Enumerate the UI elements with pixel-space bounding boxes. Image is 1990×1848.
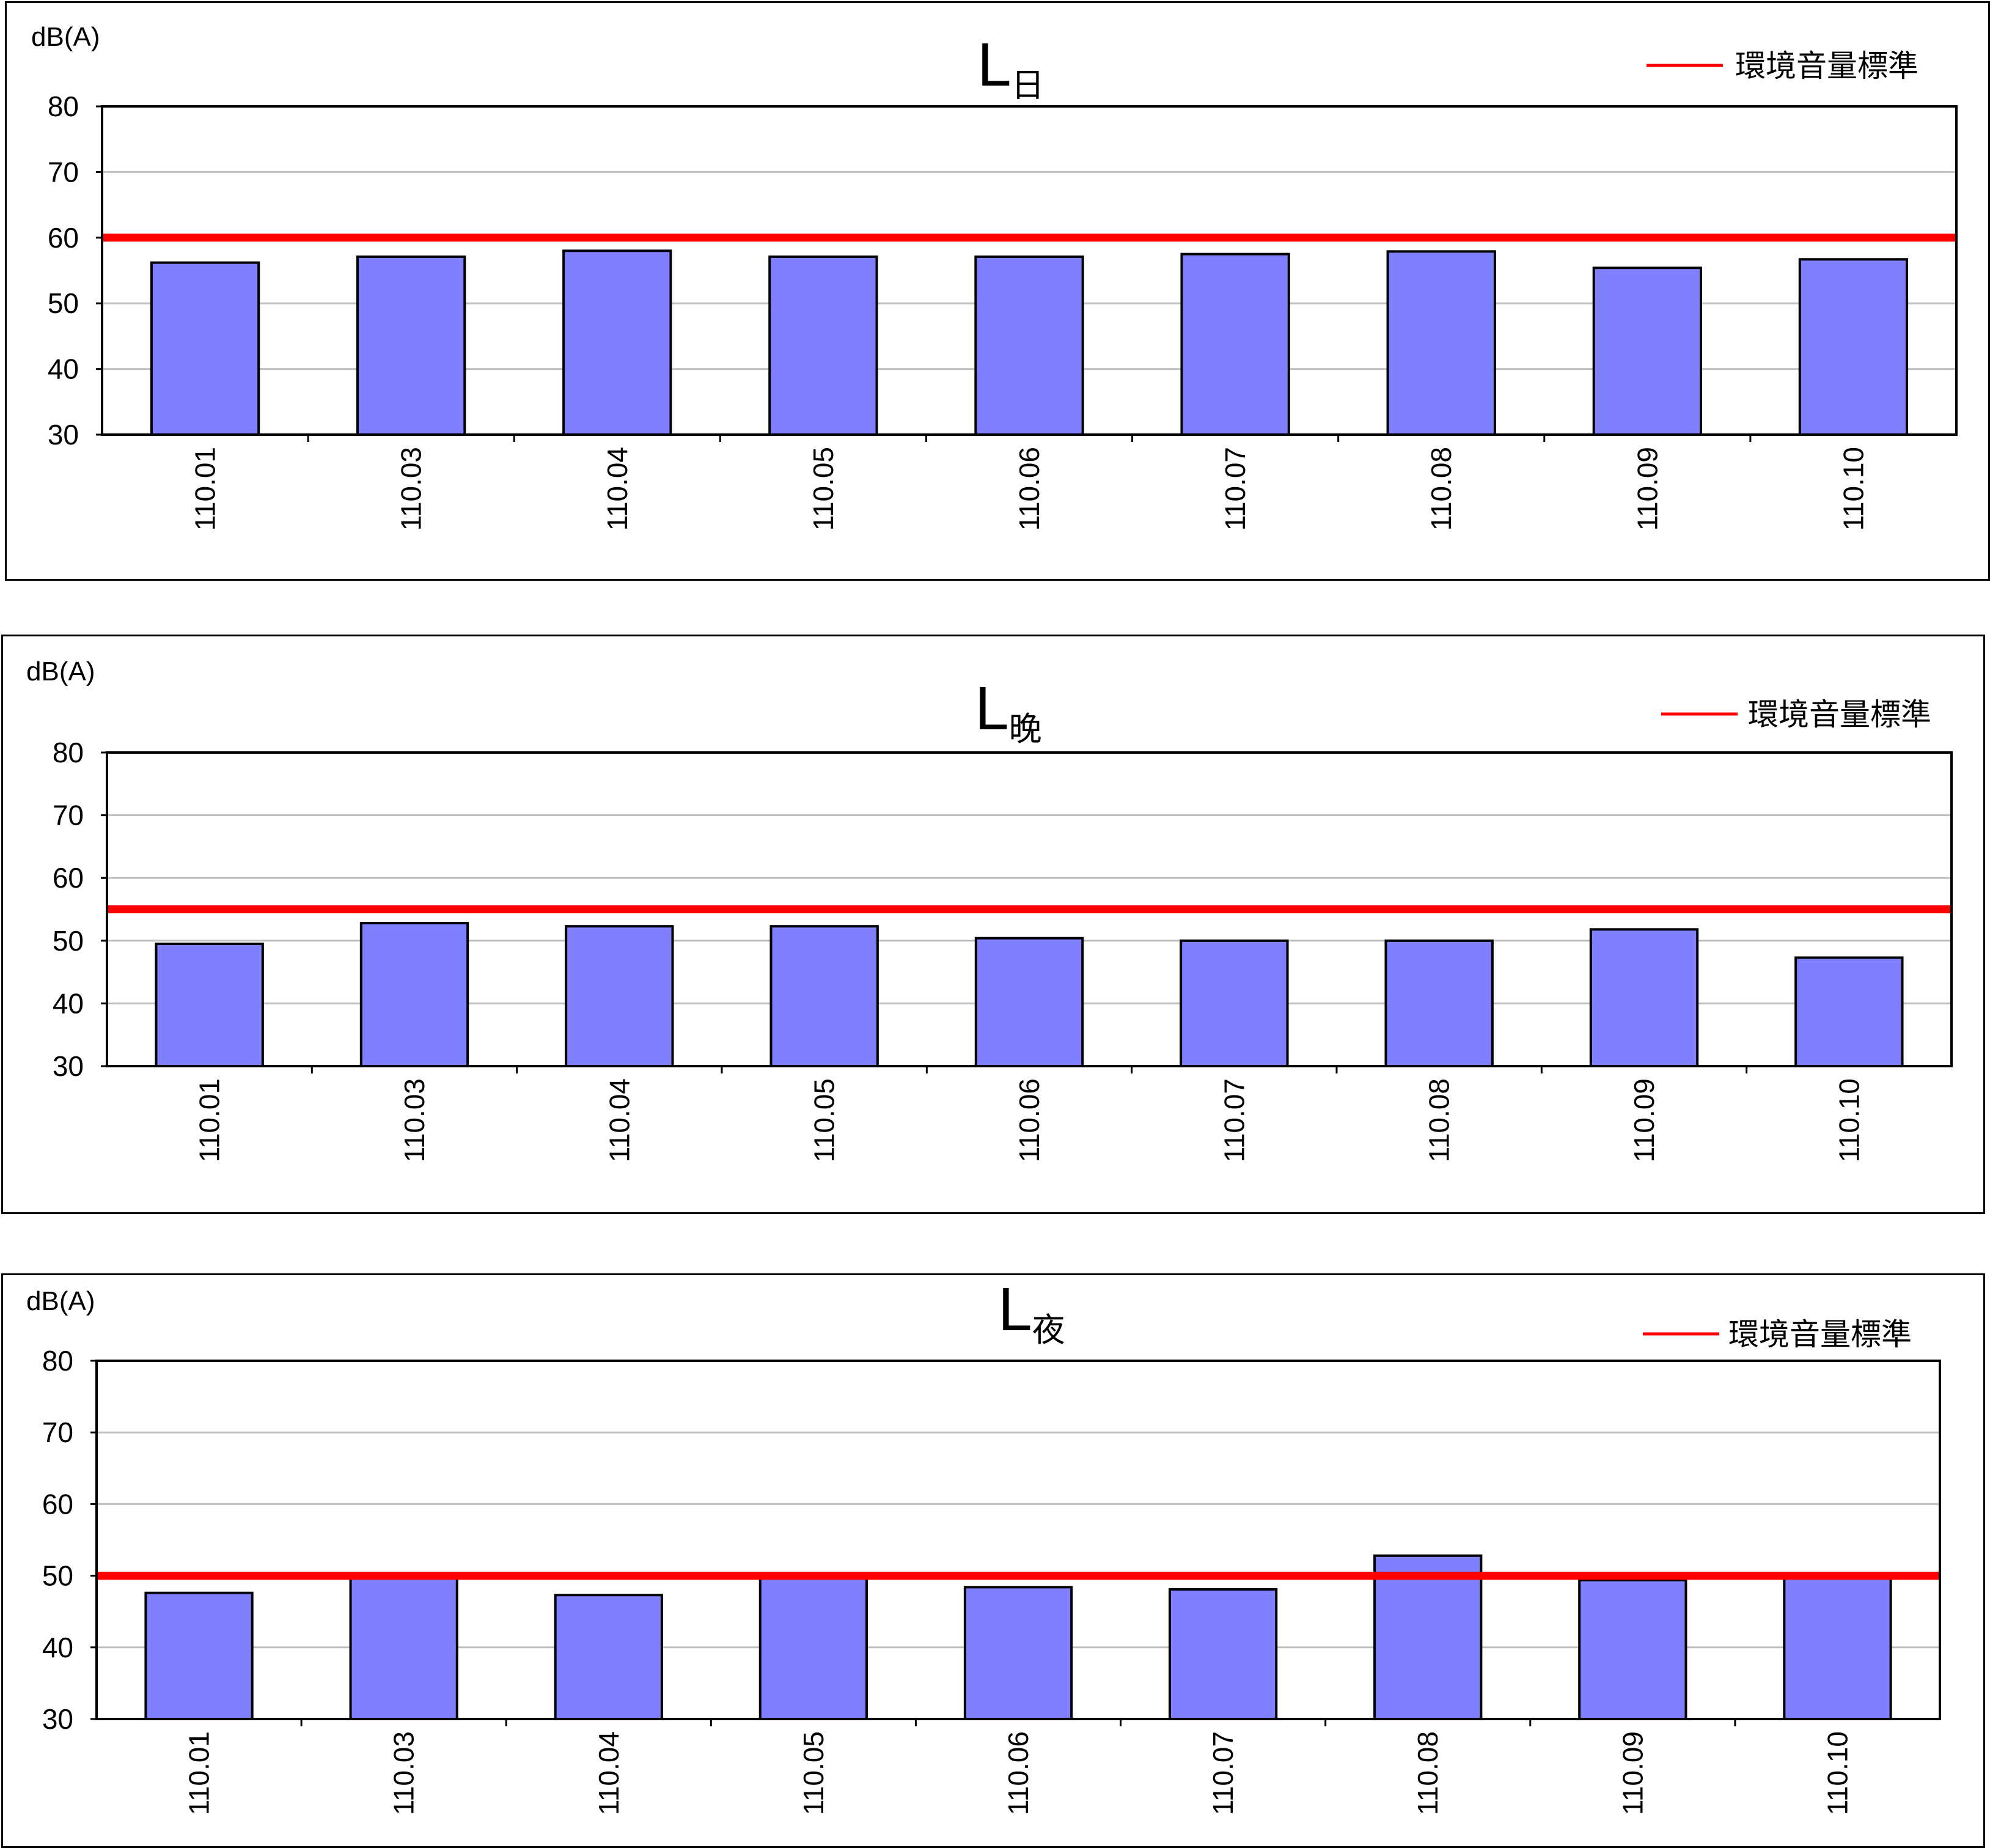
bar-110.08 <box>1384 939 1494 1067</box>
bar-110.10 <box>1794 956 1904 1068</box>
x-tick-label: 110.07 <box>1207 1731 1239 1815</box>
bar-110.06 <box>974 255 1084 436</box>
x-tick-label: 110.10 <box>1833 1078 1865 1162</box>
y-tick-label: 30 <box>42 1703 73 1735</box>
y-tick-label: 50 <box>53 925 84 957</box>
legend-label: 環境音量標準 <box>1735 49 1918 83</box>
x-tick-label: 110.01 <box>183 1731 215 1815</box>
bar-110.01 <box>155 942 264 1067</box>
bar-110.04 <box>554 1594 663 1721</box>
plot-area-frame <box>106 751 1953 1067</box>
bar-110.01 <box>144 1591 254 1721</box>
chart-title-main: L <box>975 674 1009 743</box>
x-tick-label: 110.03 <box>398 1078 430 1162</box>
bar-110.07 <box>1168 1588 1278 1720</box>
chart-title-main: L <box>977 31 1012 99</box>
bar-110.08 <box>1373 1554 1483 1720</box>
chart-svg-evening: 30 40 50 60 70 80 110.01 110.03 110.04 110.05 110.… <box>26 657 1953 1162</box>
y-tick-label: 60 <box>53 862 84 894</box>
x-tick-label: 110.08 <box>1423 1078 1455 1162</box>
bar-110.09 <box>1589 928 1699 1067</box>
x-tick-label: 110.07 <box>1219 447 1251 531</box>
x-tick-label: 110.05 <box>798 1731 829 1815</box>
bar-110.06 <box>974 937 1084 1068</box>
chart-title-evening: L晚 <box>975 674 1042 748</box>
y-axis-label: dB(A) <box>31 22 100 52</box>
x-tick-label: 110.10 <box>1837 447 1869 531</box>
chart-title-subscript: 夜 <box>1032 1312 1065 1349</box>
chart-title-subscript: 晚 <box>1009 711 1042 748</box>
chart-panel-day: 30 40 50 60 70 80 110.01 110.03 110.04 110.05 110.… <box>5 1 1990 581</box>
y-tick-label: 40 <box>48 353 79 385</box>
bar-110.04 <box>562 249 672 436</box>
x-tick-label: 110.06 <box>1002 1731 1034 1815</box>
y-axis-label: dB(A) <box>26 657 95 687</box>
y-tick-label: 80 <box>42 1345 73 1377</box>
chart-title-main: L <box>998 1275 1032 1344</box>
y-tick-label: 80 <box>48 90 79 122</box>
y-tick-label: 40 <box>53 987 84 1019</box>
bar-110.05 <box>758 1574 868 1721</box>
y-tick-label: 80 <box>53 737 84 768</box>
bar-110.09 <box>1578 1578 1687 1720</box>
bar-110.05 <box>769 925 879 1067</box>
bar-110.01 <box>150 261 260 436</box>
y-tick-label: 70 <box>48 156 79 188</box>
plot-area-frame <box>101 105 1958 436</box>
x-tick-label: 110.04 <box>603 1078 635 1162</box>
bar-110.07 <box>1180 939 1289 1067</box>
bar-110.06 <box>963 1586 1073 1720</box>
bar-110.03 <box>349 1574 458 1721</box>
x-tick-label: 110.08 <box>1425 447 1457 531</box>
bar-110.05 <box>768 255 878 436</box>
y-tick-label: 40 <box>42 1632 73 1663</box>
x-tick-label: 110.05 <box>809 1078 840 1162</box>
bar-110.03 <box>356 255 466 436</box>
bar-110.03 <box>359 922 469 1067</box>
x-tick-label: 110.06 <box>1013 1078 1045 1162</box>
bar-110.10 <box>1798 258 1909 436</box>
chart-svg-day: 30 40 50 60 70 80 110.01 110.03 110.04 110.05 110.… <box>31 22 1958 531</box>
x-tick-label: 110.06 <box>1013 447 1045 531</box>
y-tick-label: 50 <box>42 1560 73 1592</box>
x-tick-label: 110.08 <box>1412 1731 1444 1815</box>
bar-110.09 <box>1592 267 1702 436</box>
y-tick-label: 30 <box>48 419 79 451</box>
y-tick-label: 30 <box>53 1050 84 1082</box>
bar-110.04 <box>565 925 674 1067</box>
x-tick-label: 110.04 <box>593 1731 625 1815</box>
y-tick-label: 70 <box>53 800 84 831</box>
x-tick-label: 110.01 <box>189 447 221 531</box>
y-tick-label: 60 <box>42 1488 73 1520</box>
bar-110.07 <box>1180 252 1290 436</box>
x-tick-label: 110.05 <box>807 447 839 531</box>
legend-label: 環境音量標準 <box>1748 698 1931 732</box>
chart-panel-evening: 30 40 50 60 70 80 110.01 110.03 110.04 110.05 110.… <box>1 635 1985 1214</box>
y-tick-label: 70 <box>42 1416 73 1448</box>
y-axis-label: dB(A) <box>26 1286 95 1316</box>
x-tick-label: 110.04 <box>601 447 633 531</box>
x-tick-label: 110.01 <box>194 1078 226 1162</box>
chart-title-night: L夜 <box>998 1275 1065 1349</box>
y-tick-label: 50 <box>48 287 79 319</box>
x-tick-label: 110.03 <box>388 1731 420 1815</box>
chart-svg-night: 30 40 50 60 70 80 110.01 110.03 110.04 110.05 110.… <box>26 1275 1941 1815</box>
x-tick-label: 110.03 <box>395 447 427 531</box>
chart-panel-night: 30 40 50 60 70 80 110.01 110.03 110.04 110.05 110.… <box>1 1273 1985 1848</box>
chart-title-day: L日 <box>977 31 1045 104</box>
x-tick-label: 110.07 <box>1218 1078 1250 1162</box>
y-tick-label: 60 <box>48 222 79 254</box>
x-tick-label: 110.09 <box>1631 447 1663 531</box>
x-tick-label: 110.09 <box>1617 1731 1648 1815</box>
bar-110.08 <box>1386 250 1496 436</box>
legend-label: 環境音量標準 <box>1728 1317 1912 1352</box>
chart-title-subscript: 日 <box>1012 67 1045 104</box>
x-tick-label: 110.10 <box>1821 1731 1853 1815</box>
plot-area-frame <box>95 1360 1941 1720</box>
x-tick-label: 110.09 <box>1628 1078 1660 1162</box>
bar-110.10 <box>1783 1574 1892 1721</box>
